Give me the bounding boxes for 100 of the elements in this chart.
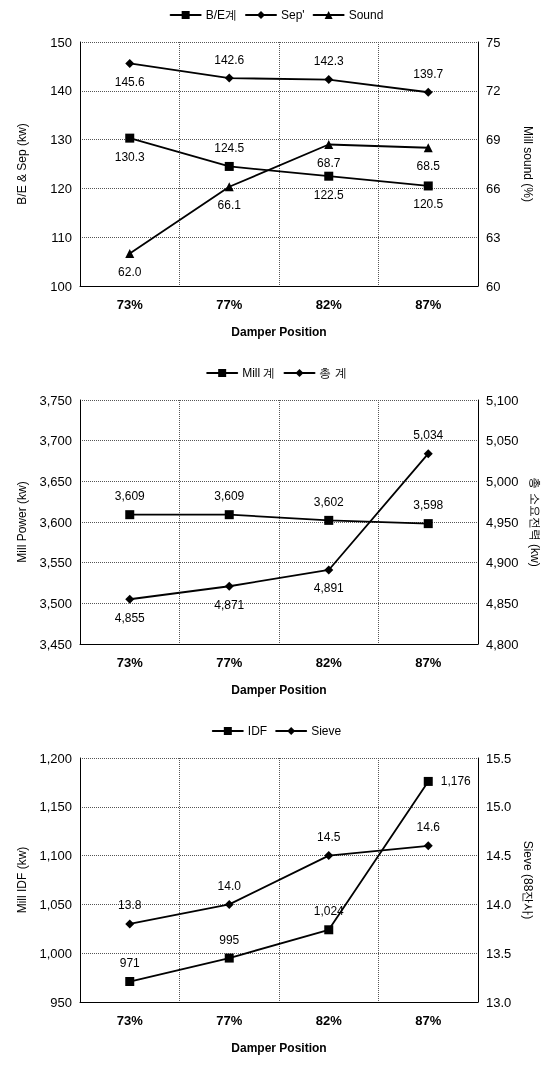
y-tick-label: 3,450 [39, 636, 72, 652]
point [125, 248, 135, 258]
point [324, 565, 334, 575]
point [423, 776, 433, 786]
x-tick-label: 82% [315, 1013, 343, 1028]
x-tick-label: 82% [315, 655, 343, 670]
x-axis-title: Damper Position [231, 1041, 327, 1055]
y-tick-label: 100 [50, 278, 72, 294]
y2-tick-label: 4,950 [486, 514, 519, 530]
data-label: 1,176 [440, 774, 472, 789]
data-label: 62.0 [118, 264, 142, 279]
point [125, 58, 135, 68]
x-axis-title: Damper Position [231, 325, 327, 339]
data-label: 5,034 [413, 428, 444, 443]
y-axis-title: Mill IDF (kw) [15, 846, 29, 914]
point [324, 925, 334, 935]
y-tick-label: 3,700 [39, 433, 72, 449]
y2-tick-label: 14.5 [486, 848, 512, 864]
point [324, 139, 334, 149]
y-tick-label: 140 [50, 83, 72, 99]
x-tick-label: 77% [216, 297, 243, 312]
x-tick-label: 73% [116, 297, 144, 312]
data-label: 4,871 [214, 597, 245, 612]
point [224, 953, 234, 963]
y2-tick-label: 4,800 [486, 636, 519, 652]
y-tick-label: 950 [50, 994, 72, 1010]
legend-label: B/E계 [205, 8, 237, 22]
y-axis-title: Mill Power (kw) [15, 481, 29, 563]
point [423, 519, 433, 529]
legend-label: 총 계 [319, 366, 347, 380]
point [423, 87, 433, 97]
y2-tick-label: 60 [486, 278, 501, 294]
data-label: 68.7 [317, 155, 341, 170]
x-axis-title: Damper Position [231, 683, 327, 697]
point [125, 977, 135, 986]
y2-tick-label: 5,100 [486, 392, 519, 408]
y2-tick-label: 15.0 [486, 799, 512, 815]
legend-label: Sound [348, 8, 384, 22]
point [423, 181, 433, 191]
point [125, 919, 135, 929]
data-label: 4,891 [313, 581, 345, 596]
x-tick-label: 87% [415, 655, 442, 670]
point [324, 851, 334, 861]
y2-tick-label: 4,850 [486, 595, 519, 611]
data-label: 124.5 [214, 140, 245, 155]
point [125, 594, 135, 604]
y-tick-label: 3,500 [39, 595, 72, 611]
x-tick-label: 77% [216, 1013, 243, 1028]
data-label: 120.5 [413, 197, 444, 212]
legend-label: Mill 계 [242, 366, 276, 380]
x-tick-label: 87% [415, 297, 442, 312]
point [224, 581, 234, 591]
y-tick-label: 1,200 [39, 750, 72, 766]
y2-tick-label: 5,050 [486, 433, 519, 449]
legend-label: IDF [247, 724, 268, 738]
data-label: 13.8 [118, 898, 142, 913]
data-label: 4,855 [114, 610, 146, 625]
y-tick-label: 3,600 [39, 514, 72, 530]
y-tick-label: 3,750 [39, 392, 72, 408]
data-label: 14.0 [217, 878, 242, 893]
point [423, 449, 433, 459]
y2-tick-label: 63 [486, 229, 501, 245]
y2-tick-label: 13.5 [486, 945, 512, 961]
y-tick-label: 3,650 [39, 473, 72, 489]
data-label: 3,609 [214, 489, 245, 504]
point [224, 73, 234, 83]
legend-label: Sieve [311, 724, 342, 738]
y2-tick-label: 72 [486, 83, 501, 99]
y-tick-label: 150 [50, 34, 72, 50]
y-tick-label: 110 [51, 229, 72, 245]
data-label: 3,598 [413, 498, 444, 513]
y-tick-label: 3,550 [39, 555, 72, 571]
point [125, 133, 135, 143]
data-label: 971 [119, 956, 141, 970]
y2-tick-label: 66 [486, 180, 501, 196]
data-label: 130.3 [114, 149, 146, 164]
y2-tick-label: 4,900 [486, 555, 519, 571]
point [324, 75, 334, 85]
y-tick-label: 1,000 [39, 945, 72, 961]
data-label: 142.3 [313, 54, 345, 69]
y2-tick-label: 15.5 [486, 750, 512, 766]
data-label: 14.6 [416, 820, 441, 835]
point [125, 510, 135, 520]
y-tick-label: 120 [50, 180, 72, 196]
legend-label: Sep' [281, 8, 305, 22]
point [224, 899, 234, 909]
data-label: 66.1 [217, 198, 242, 213]
data-label: 68.5 [416, 159, 441, 174]
data-label: 139.7 [413, 66, 444, 81]
y2-axis-title: Sieve (88잔사) [521, 840, 536, 920]
point [324, 171, 334, 181]
x-tick-label: 77% [216, 655, 243, 670]
x-tick-label: 82% [315, 297, 343, 312]
y2-tick-label: 13.0 [486, 994, 512, 1010]
data-label: 3,609 [114, 489, 146, 504]
data-label: 14.5 [317, 830, 341, 845]
y2-axis-title: Mill sound (%) [521, 125, 535, 203]
data-label: 3,602 [313, 494, 345, 509]
y2-tick-label: 5,000 [486, 473, 519, 489]
y2-tick-label: 69 [486, 132, 501, 148]
